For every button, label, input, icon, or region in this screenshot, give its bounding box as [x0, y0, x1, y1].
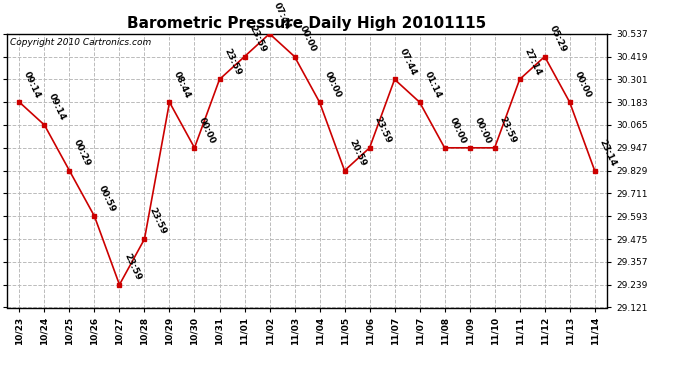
- Text: Copyright 2010 Cartronics.com: Copyright 2010 Cartronics.com: [10, 38, 151, 47]
- Text: 09:14: 09:14: [47, 92, 68, 122]
- Text: 00:00: 00:00: [197, 116, 217, 145]
- Text: 23:59: 23:59: [122, 252, 143, 282]
- Text: 07:44: 07:44: [273, 1, 293, 31]
- Text: 23:59: 23:59: [497, 115, 518, 145]
- Text: 23:59: 23:59: [222, 47, 243, 76]
- Text: 23:59: 23:59: [247, 24, 268, 54]
- Text: 23:14: 23:14: [598, 138, 618, 168]
- Text: 08:44: 08:44: [172, 69, 193, 99]
- Text: 07:44: 07:44: [397, 46, 417, 76]
- Text: 20:59: 20:59: [347, 138, 368, 168]
- Text: 00:00: 00:00: [322, 70, 342, 99]
- Text: 23:59: 23:59: [373, 115, 393, 145]
- Text: 00:00: 00:00: [297, 24, 317, 54]
- Text: 00:59: 00:59: [97, 184, 117, 213]
- Text: 00:00: 00:00: [447, 116, 467, 145]
- Text: 00:29: 00:29: [72, 138, 92, 168]
- Text: 01:14: 01:14: [422, 70, 443, 99]
- Text: 00:00: 00:00: [573, 70, 593, 99]
- Text: 00:00: 00:00: [473, 116, 493, 145]
- Text: 23:59: 23:59: [147, 206, 168, 236]
- Text: 05:29: 05:29: [547, 24, 568, 54]
- Text: 27:14: 27:14: [522, 46, 543, 76]
- Text: 09:14: 09:14: [22, 69, 43, 99]
- Title: Barometric Pressure Daily High 20101115: Barometric Pressure Daily High 20101115: [128, 16, 486, 31]
